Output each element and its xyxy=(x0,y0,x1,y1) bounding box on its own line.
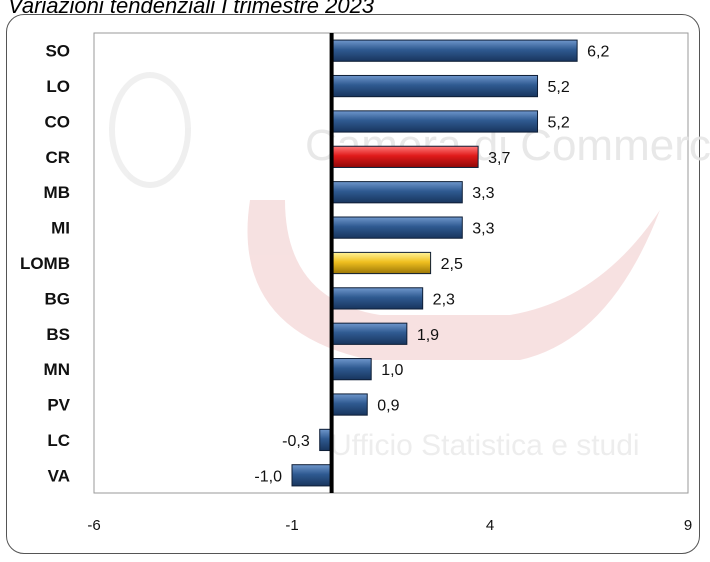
data-label-bg: 2,3 xyxy=(433,291,455,308)
data-label-cr: 3,7 xyxy=(488,150,510,167)
category-label-bg: BG xyxy=(45,289,71,308)
category-label-bs: BS xyxy=(46,325,70,344)
x-tick-label: 9 xyxy=(684,517,692,534)
category-label-mb: MB xyxy=(44,183,70,202)
chart-title: Variazioni tendenziali I trimestre 2023 xyxy=(8,0,375,18)
data-label-mn: 1,0 xyxy=(381,362,403,379)
watermark-text-office: Ufficio Statistica e studi xyxy=(330,429,640,462)
x-tick-label: -6 xyxy=(87,517,100,534)
data-label-mb: 3,3 xyxy=(472,185,494,202)
bar-cr xyxy=(331,145,479,168)
bar-bs xyxy=(331,322,408,345)
watermark-swoosh-icon xyxy=(247,200,660,360)
bar-mb xyxy=(331,181,463,204)
bar-lomb xyxy=(331,251,432,275)
bar-lo xyxy=(331,74,539,98)
data-label-so: 6,2 xyxy=(587,44,609,61)
data-label-co: 5,2 xyxy=(548,114,570,131)
category-label-va: VA xyxy=(48,466,70,485)
bar-so xyxy=(331,39,578,62)
data-label-bs: 1,9 xyxy=(417,327,439,344)
category-label-cr: CR xyxy=(45,148,70,167)
x-axis-ticks: -6 -1 4 9 xyxy=(87,517,692,534)
bar-va xyxy=(291,464,333,487)
bar-mi xyxy=(331,216,463,239)
category-label-so: SO xyxy=(45,42,70,61)
bar-bg xyxy=(331,287,424,310)
data-label-va: -1,0 xyxy=(254,468,282,485)
category-label-mn: MN xyxy=(44,360,70,379)
bar-pv xyxy=(331,393,368,416)
data-label-lo: 5,2 xyxy=(548,79,570,96)
watermark-seal-icon xyxy=(109,72,191,188)
category-labels: SO LO CO CR MB MI LOMB BG BS MN PV LC VA xyxy=(20,42,71,486)
category-label-co: CO xyxy=(45,112,71,131)
data-label-mi: 3,3 xyxy=(472,221,494,238)
data-label-pv: 0,9 xyxy=(377,398,399,415)
bars xyxy=(291,39,578,487)
category-label-mi: MI xyxy=(51,219,70,238)
category-label-pv: PV xyxy=(47,396,70,415)
category-label-lo: LO xyxy=(46,77,70,96)
x-tick-label: 4 xyxy=(486,517,494,534)
data-label-lc: -0,3 xyxy=(282,433,310,450)
data-label-lomb: 2,5 xyxy=(441,256,463,273)
category-label-lomb: LOMB xyxy=(20,254,70,273)
x-tick-label: -1 xyxy=(285,517,298,534)
data-labels: 6,2 5,2 5,2 3,7 3,3 3,3 2,5 2,3 1,9 1,0 0,9 -0,3 -1,… xyxy=(254,44,609,486)
bar-mn xyxy=(331,358,372,381)
bar-co xyxy=(331,110,539,133)
category-label-lc: LC xyxy=(47,431,70,450)
